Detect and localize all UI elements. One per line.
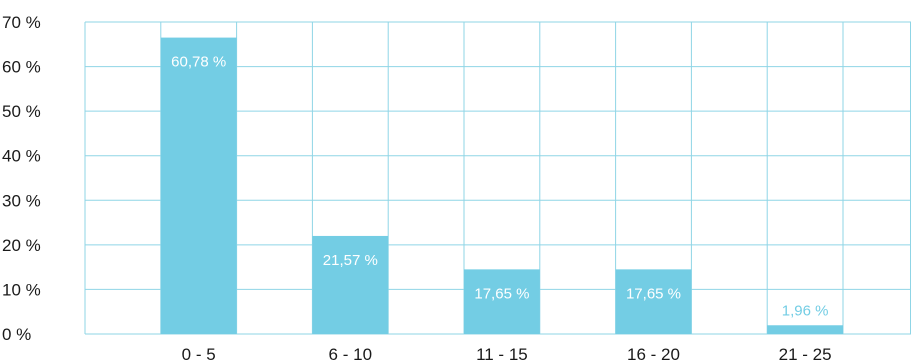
- y-tick-label: 70 %: [2, 13, 41, 32]
- bar: [767, 325, 843, 334]
- x-tick-label: 16 - 20: [627, 345, 680, 364]
- y-tick-label: 30 %: [2, 191, 41, 210]
- y-tick-label: 60 %: [2, 58, 41, 77]
- bar: [312, 235, 389, 334]
- bar: [160, 37, 237, 334]
- y-tick-label: 40 %: [2, 147, 41, 166]
- y-tick-label: 50 %: [2, 102, 41, 121]
- data-label: 60,78 %: [171, 54, 226, 71]
- data-label: 21,57 %: [323, 252, 378, 269]
- x-tick-label: 11 - 15: [476, 345, 528, 364]
- x-tick-label: 6 - 10: [329, 345, 372, 364]
- x-tick-label: 0 - 5: [182, 345, 216, 364]
- data-label: 17,65 %: [626, 285, 681, 302]
- bar: [464, 269, 540, 334]
- y-tick-label: 20 %: [2, 236, 41, 255]
- y-tick-label: 0 %: [2, 325, 31, 344]
- bar: [615, 269, 692, 334]
- y-tick-label: 10 %: [2, 280, 41, 299]
- data-label: 17,65 %: [474, 285, 529, 302]
- x-tick-label: 21 - 25: [779, 345, 832, 364]
- data-label: 1,96 %: [782, 302, 829, 319]
